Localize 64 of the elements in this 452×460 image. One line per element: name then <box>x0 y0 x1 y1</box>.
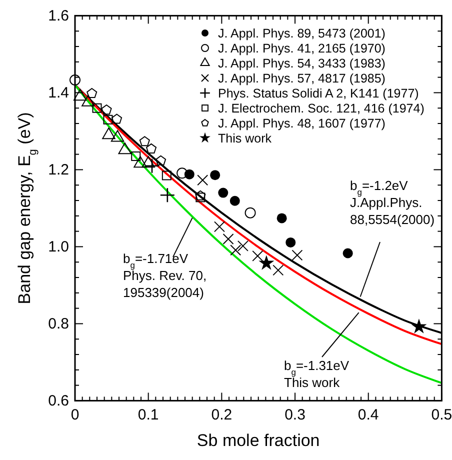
y-tick-label: 1.6 <box>48 8 69 25</box>
x-axis-title: Sb mole fraction <box>196 431 320 450</box>
legend-label: J. Electrochem. Soc. 121, 416 (1974) <box>218 102 424 116</box>
point <box>102 127 116 140</box>
point <box>197 174 208 186</box>
point <box>146 143 157 154</box>
annotation: b$_{g}$=-1.31eV This work <box>284 358 350 390</box>
annotation: b$_{g}$=-1.71eV Phys. Rev. 70, 195339(2004) <box>123 251 207 300</box>
point <box>218 188 228 198</box>
point <box>110 130 124 142</box>
point <box>286 237 296 248</box>
point <box>142 156 155 168</box>
point <box>210 170 220 180</box>
point <box>156 155 166 166</box>
point <box>103 114 113 124</box>
point <box>276 213 287 224</box>
point <box>70 74 80 86</box>
legend-label: This work <box>218 132 272 146</box>
y-tick-label: 0.8 <box>48 316 69 333</box>
point <box>118 142 132 154</box>
legend-label: Phys. Status Solidi A 2, K141 (1977) <box>218 86 419 100</box>
point <box>230 196 240 206</box>
x-tick-label: 0.5 <box>431 406 452 424</box>
legend-label: J. Appl. Phys. 41, 2165 (1970) <box>218 42 386 56</box>
point <box>214 221 225 232</box>
point <box>131 151 141 161</box>
point <box>244 207 256 218</box>
x-tick-label: 0.3 <box>284 406 306 424</box>
y-tick-label: 1.2 <box>48 162 69 179</box>
x-tick-label: 0.2 <box>211 406 232 424</box>
point <box>195 190 206 200</box>
y-tick-label: 1.0 <box>48 238 69 256</box>
point <box>272 264 284 276</box>
point <box>176 168 188 179</box>
y-tick-label: 1.4 <box>48 84 69 102</box>
point <box>160 187 176 203</box>
point <box>237 240 248 252</box>
annotation: b$_{g}$=-1.2eV J.Appl.Phys. 88,5554(2000) <box>350 178 435 227</box>
y-tick-label: 0.6 <box>48 392 69 410</box>
point <box>342 248 353 258</box>
point <box>112 114 122 124</box>
point <box>134 156 147 168</box>
point <box>82 94 95 106</box>
x-tick-label: 0.1 <box>138 406 159 424</box>
legend-label: J. Appl. Phys. 89, 5473 (2001) <box>218 26 386 40</box>
point <box>139 136 150 146</box>
point <box>411 318 427 334</box>
legend-label: J. Appl. Phys. 54, 3433 (1983) <box>218 56 386 70</box>
point <box>252 250 264 262</box>
point <box>292 250 303 261</box>
point <box>258 255 274 270</box>
legend-label: J. Appl. Phys. 48, 1607 (1977) <box>218 116 386 130</box>
point <box>74 88 87 101</box>
point <box>144 158 160 174</box>
x-tick-label: 0 <box>70 406 80 424</box>
x-tick-label: 0.4 <box>358 406 379 424</box>
point <box>222 234 234 244</box>
point <box>92 103 102 113</box>
point <box>196 192 206 202</box>
point <box>162 170 172 180</box>
point <box>230 244 242 256</box>
point <box>86 88 98 98</box>
legend-label: J. Appl. Phys. 57, 4817 (1985) <box>218 72 386 86</box>
point <box>101 104 112 115</box>
